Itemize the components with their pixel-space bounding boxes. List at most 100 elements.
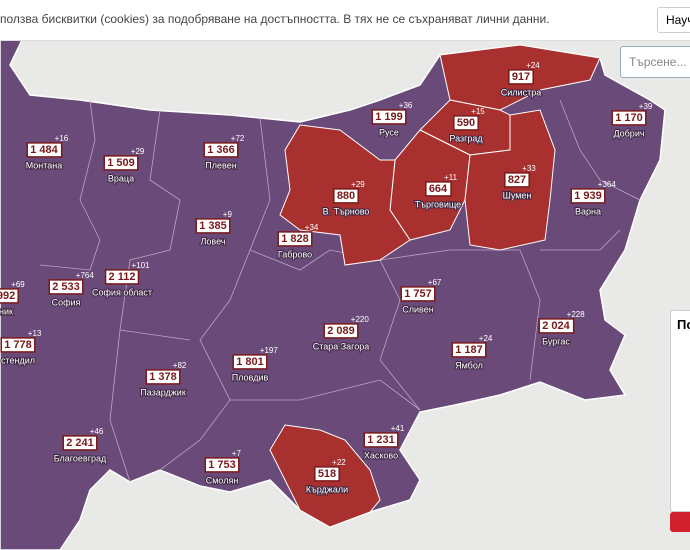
region-count: 664 <box>429 183 448 195</box>
count-box <box>48 279 84 295</box>
region-count: 1 231 <box>367 434 395 446</box>
count-box <box>145 369 181 385</box>
region-count: 2 089 <box>327 325 355 337</box>
region-name: Благоевград <box>54 453 107 463</box>
region-name: Габрово <box>278 249 312 259</box>
count-box <box>333 188 359 204</box>
region-delta: +197 <box>260 346 279 355</box>
region-count: 1 778 <box>4 339 32 351</box>
region-delta: +13 <box>28 329 42 338</box>
count-box <box>453 115 479 131</box>
count-box <box>104 269 140 285</box>
region-delta: +101 <box>131 261 150 270</box>
region-delta: +36 <box>399 101 413 110</box>
region-count: 2 024 <box>542 320 570 332</box>
region-delta: +220 <box>351 315 370 324</box>
region-name: Ямбол <box>455 360 483 370</box>
count-box <box>0 288 19 304</box>
region-name: Сливен <box>402 304 433 314</box>
region-name: Кърджали <box>306 484 348 494</box>
region-count: 2 241 <box>66 437 94 449</box>
region-count: 1 753 <box>208 459 236 471</box>
region-delta: +69 <box>11 280 25 289</box>
region-count: 1 187 <box>455 344 483 356</box>
region-name: Стара Загора <box>313 341 370 351</box>
region-delta: +39 <box>639 102 653 111</box>
side-panel: По <box>670 310 690 512</box>
search-input[interactable]: Търсене... <box>620 46 690 78</box>
region-name: Русе <box>379 127 399 137</box>
count-box <box>400 286 436 302</box>
region-name: Търговище <box>415 199 461 209</box>
region-count: 880 <box>337 190 355 202</box>
count-box <box>26 142 63 158</box>
region-name: Пловдив <box>232 372 269 382</box>
count-box <box>232 354 268 370</box>
region-name: Пазарджик <box>140 387 186 397</box>
learn-more-button[interactable]: Науч <box>657 7 690 33</box>
count-box <box>314 466 340 482</box>
region-count: 2 112 <box>109 271 136 283</box>
count-box <box>103 155 139 171</box>
region-name: Варна <box>575 206 601 216</box>
region-delta: +7 <box>232 449 242 458</box>
region-count: 1 170 <box>615 112 643 124</box>
banner-text: ползва бисквитки (cookies) за подобряван… <box>0 12 550 26</box>
region-name: Разград <box>449 133 483 143</box>
region-name: София <box>52 297 81 307</box>
count-box <box>508 69 534 85</box>
region-name: Плевен <box>205 160 236 170</box>
panel-button[interactable] <box>670 512 690 532</box>
count-box <box>277 231 313 247</box>
region-count: 1 757 <box>404 288 432 300</box>
region-delta: +82 <box>173 361 187 370</box>
region-delta: +33 <box>522 164 536 173</box>
region-delta: +364 <box>598 180 617 189</box>
region-count: 827 <box>508 174 526 186</box>
region-delta: +72 <box>231 134 245 143</box>
region-name: В. Търново <box>323 206 370 216</box>
region-delta: +29 <box>131 147 145 156</box>
region-count: 1 378 <box>149 371 177 383</box>
count-box <box>0 337 36 353</box>
count-box <box>195 218 231 234</box>
region-delta: +29 <box>351 180 365 189</box>
region-delta: +228 <box>567 310 586 319</box>
region-name: Ловеч <box>201 236 226 246</box>
count-box <box>363 432 399 448</box>
count-box <box>371 109 407 125</box>
region-count: 917 <box>512 71 530 83</box>
region-delta: +16 <box>55 134 69 143</box>
count-box <box>611 110 647 126</box>
region-count: 1 385 <box>199 220 227 232</box>
region-count: 2 533 <box>52 281 80 293</box>
count-box <box>62 435 98 451</box>
region-name: стендил <box>1 355 35 365</box>
region-delta: +67 <box>428 278 442 287</box>
region-delta: +24 <box>479 334 493 343</box>
region-name: Шумен <box>503 190 532 200</box>
count-box <box>570 188 606 204</box>
region-name: Добрич <box>613 128 644 138</box>
count-box <box>425 181 452 197</box>
region-count: 590 <box>457 117 475 129</box>
cookie-banner: ползва бисквитки (cookies) за подобряван… <box>0 0 690 41</box>
region-delta: +24 <box>526 61 540 70</box>
region-name: Бургас <box>542 336 570 346</box>
borders <box>39 99 641 483</box>
region-delta: +22 <box>332 458 346 467</box>
region-name: ник <box>0 306 13 316</box>
region-count: 518 <box>318 468 336 480</box>
region-count: 1 484 <box>30 144 58 156</box>
region-count: 1 199 <box>375 111 403 123</box>
panel-title: По <box>677 317 690 332</box>
region-count: 1 509 <box>107 157 135 169</box>
region-count: 1 939 <box>574 190 602 202</box>
region-delta: +46 <box>90 427 104 436</box>
region-name: Монтана <box>26 160 63 170</box>
count-box <box>323 323 359 339</box>
region-count: 992 <box>0 290 15 302</box>
